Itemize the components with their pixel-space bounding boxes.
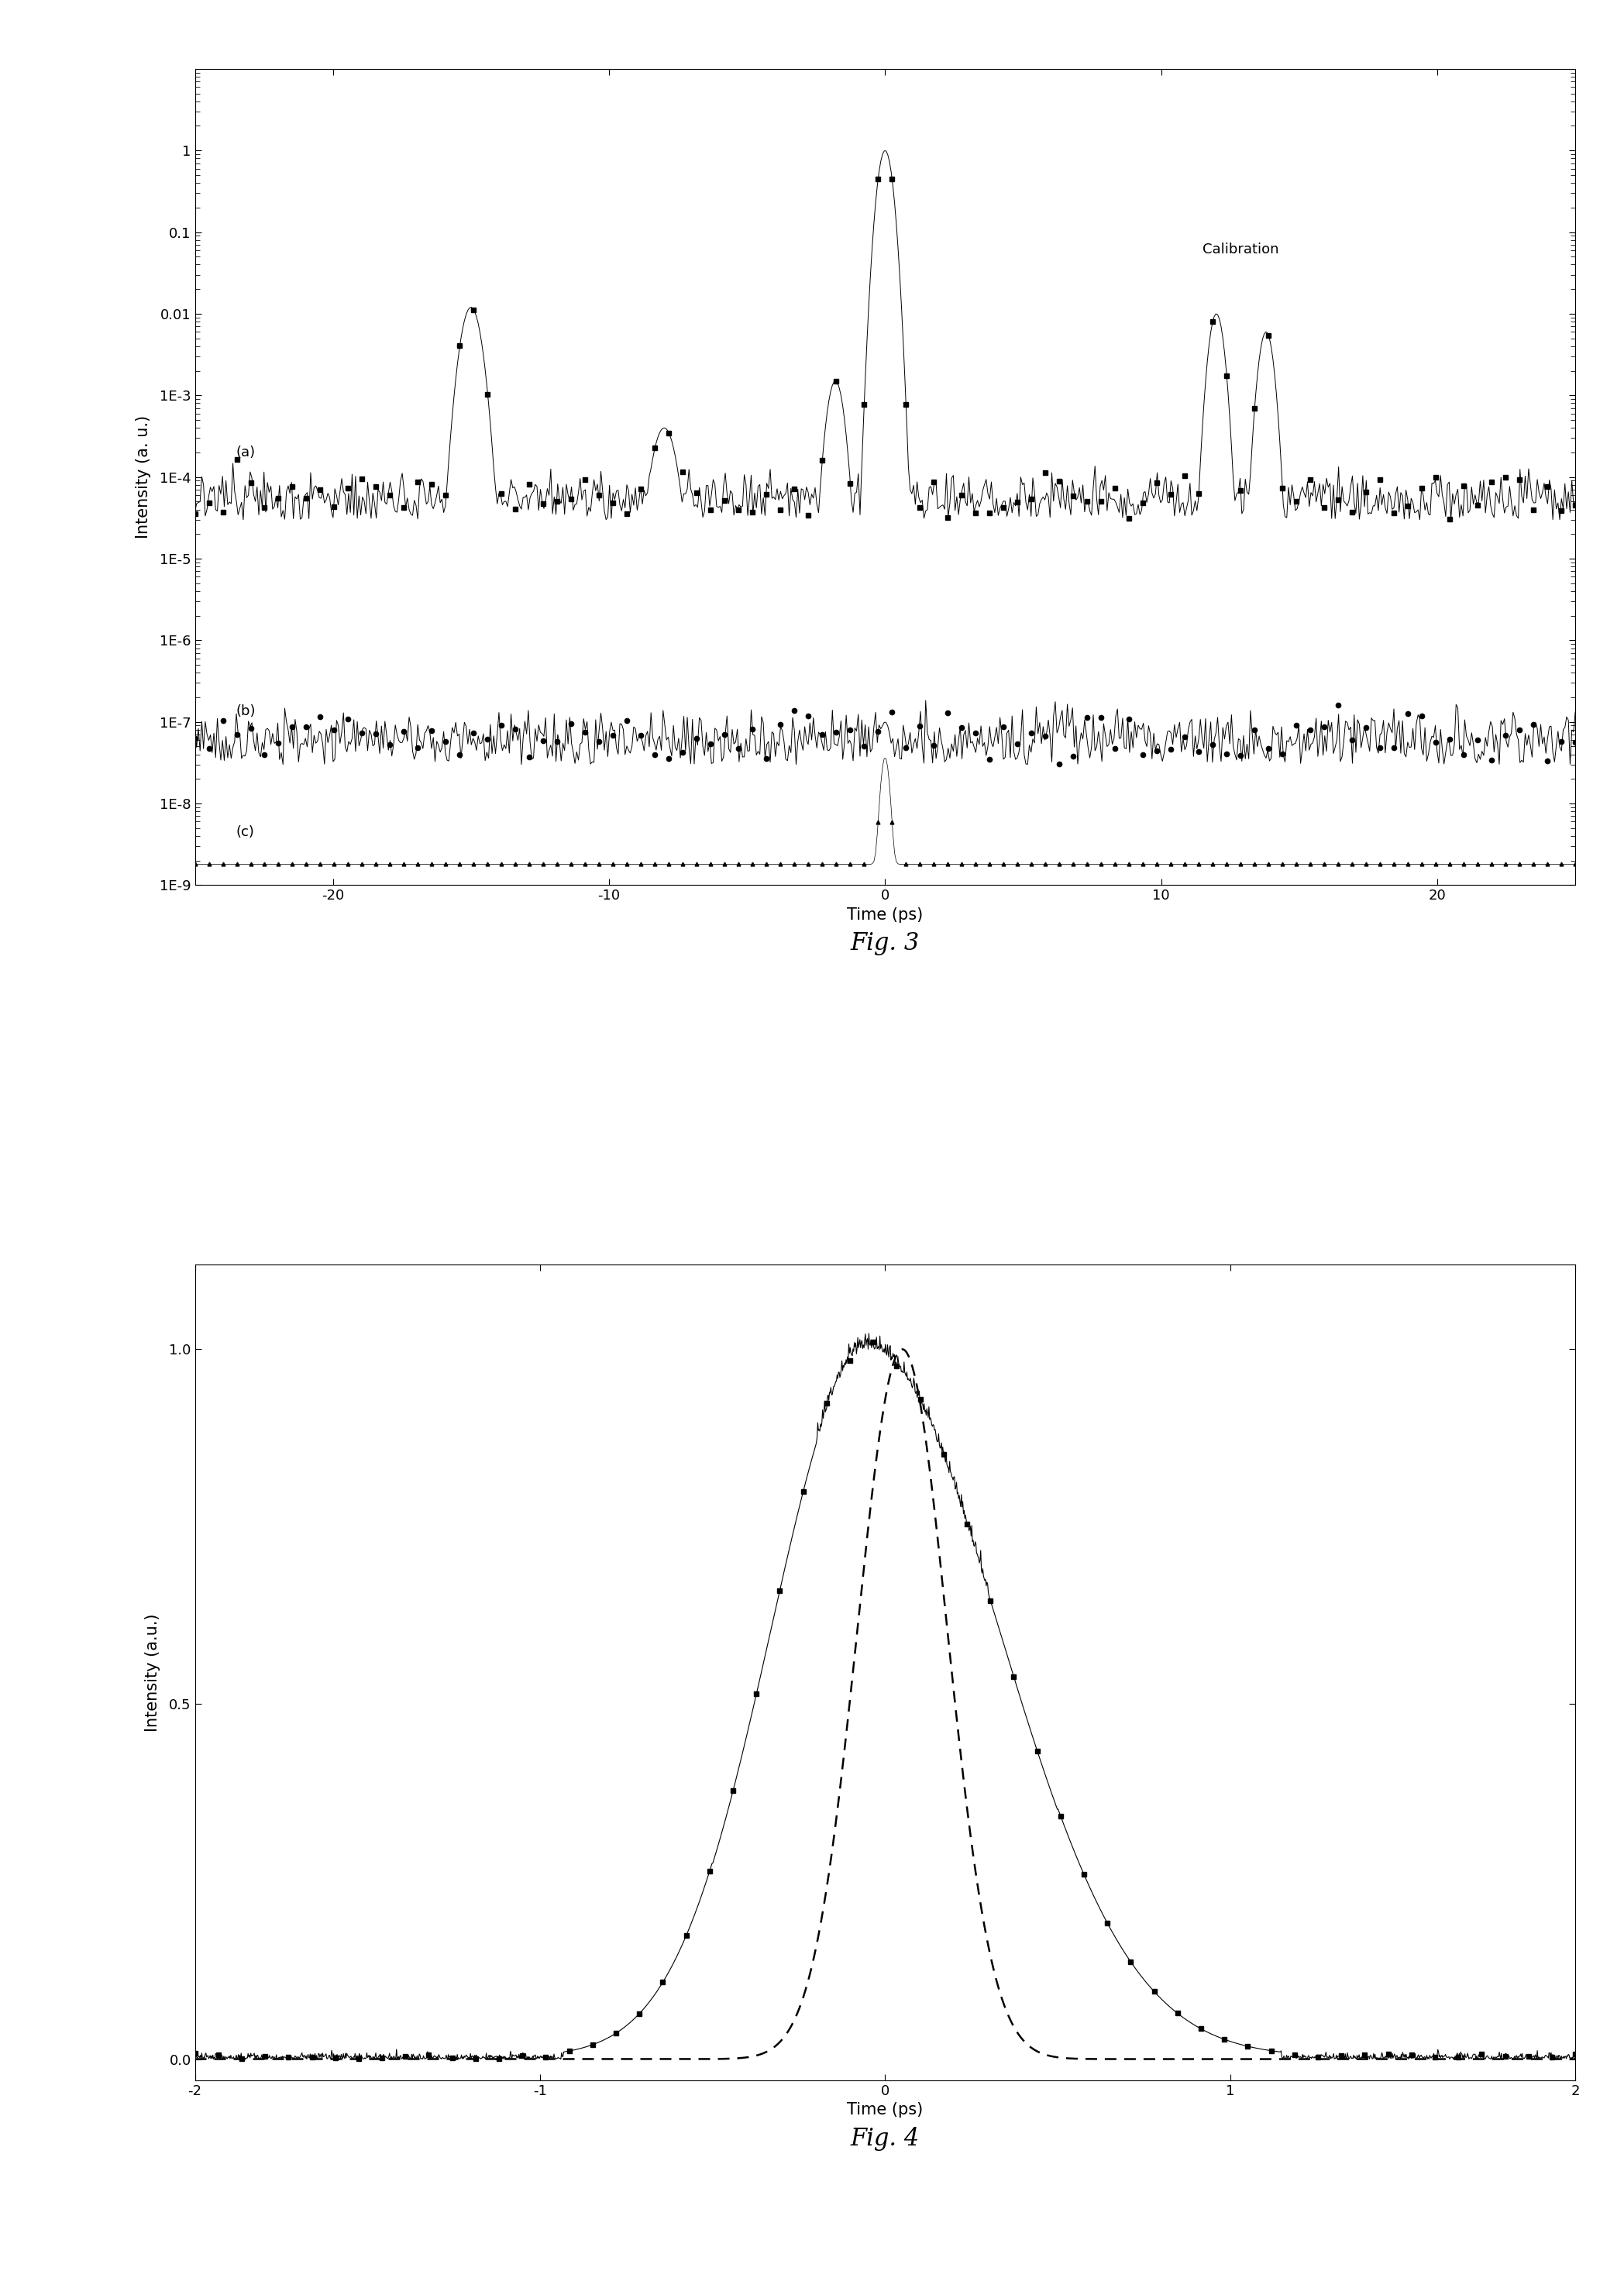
Text: (b): (b)	[235, 705, 257, 718]
X-axis label: Time (ps): Time (ps)	[848, 907, 922, 923]
Text: (c): (c)	[235, 826, 255, 840]
Text: Fig. 3: Fig. 3	[851, 932, 919, 955]
X-axis label: Time (ps): Time (ps)	[848, 2102, 922, 2118]
Y-axis label: Intensity (a. u.): Intensity (a. u.)	[135, 415, 151, 539]
Text: Calibration: Calibration	[1202, 243, 1278, 257]
Text: (a): (a)	[235, 445, 255, 459]
Y-axis label: Intensity (a.u.): Intensity (a.u.)	[145, 1613, 161, 1730]
Text: Fig. 4: Fig. 4	[851, 2127, 919, 2150]
